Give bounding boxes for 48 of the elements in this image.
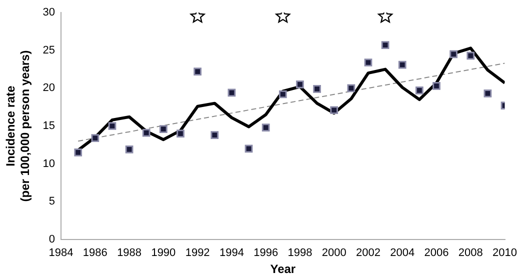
x-tick-label: 1994 xyxy=(219,247,244,260)
x-tick-label: 1992 xyxy=(185,247,210,260)
point xyxy=(364,58,372,66)
x-tick-label: 1996 xyxy=(254,247,278,260)
point xyxy=(416,86,424,94)
x-tick-label: 1984 xyxy=(48,247,74,260)
point xyxy=(432,82,440,90)
y-tick-label: 20 xyxy=(42,82,56,94)
point xyxy=(347,84,356,92)
y-tick-label: 15 xyxy=(42,120,56,132)
point xyxy=(108,122,116,130)
point xyxy=(125,146,134,154)
point xyxy=(262,124,270,132)
point xyxy=(484,90,492,98)
point xyxy=(244,144,253,153)
point xyxy=(450,50,458,58)
point xyxy=(296,80,304,88)
x-tick-label: 1986 xyxy=(82,247,108,260)
x-tick-label: 2008 xyxy=(458,247,483,260)
y-tick-label: 10 xyxy=(42,158,56,170)
y-tick-label: 25 xyxy=(42,44,56,56)
x-tick-label: 2000 xyxy=(322,247,346,260)
point xyxy=(398,60,406,69)
point xyxy=(228,88,236,97)
point xyxy=(330,106,338,114)
x-tick-label: 2004 xyxy=(390,247,415,260)
point xyxy=(278,90,287,98)
point xyxy=(313,85,321,93)
point xyxy=(91,134,100,142)
point xyxy=(381,41,390,50)
point xyxy=(194,68,202,76)
y-tick-label: 5 xyxy=(48,196,56,208)
x-tick-label: 1998 xyxy=(288,247,312,260)
y-tick-label: 30 xyxy=(42,6,56,19)
point xyxy=(142,128,150,137)
y-tick-label: 0 xyxy=(48,233,56,246)
point xyxy=(74,148,82,156)
x-tick-label: 2006 xyxy=(424,247,449,260)
point xyxy=(160,125,168,133)
x-tick-label: 2002 xyxy=(356,247,380,260)
x-tick-label: 1990 xyxy=(151,247,176,260)
y-axis-title: Incidence rate (per 100,000 person years) xyxy=(4,50,32,202)
x-tick-label: 2010 xyxy=(492,247,518,260)
point xyxy=(466,52,475,60)
point xyxy=(176,130,184,138)
x-axis-title: Year xyxy=(270,262,296,276)
point xyxy=(210,131,219,140)
x-tick-label: 1988 xyxy=(117,247,142,260)
